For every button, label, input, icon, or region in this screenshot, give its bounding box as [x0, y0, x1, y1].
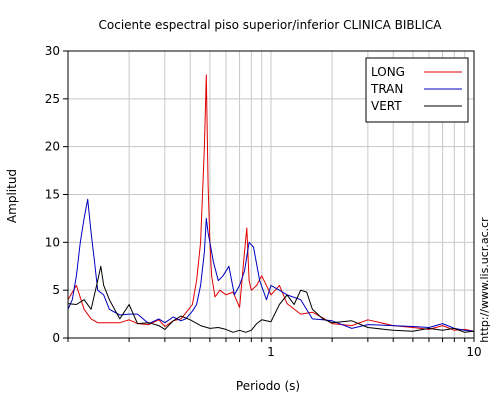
series-layer: [67, 74, 475, 333]
x-tick-label: 10: [466, 345, 481, 359]
y-tick-label: 20: [45, 140, 60, 154]
legend: LONG TRAN VERT: [365, 57, 469, 123]
x-axis-label: Periodo (s): [236, 379, 300, 393]
watermark-url: http://www.lis.ucr.ac.cr: [478, 217, 491, 343]
chart-title: Cociente espectral piso superior/inferio…: [99, 18, 443, 32]
x-tick-label: 1: [267, 345, 275, 359]
y-axis-label: Amplitud: [5, 169, 19, 223]
legend-box: [365, 57, 469, 123]
axis-ticks: 0 5 10 15 20 25 30 1 10: [45, 44, 482, 359]
y-tick-label: 10: [45, 235, 60, 249]
series-line-vert: [67, 265, 475, 333]
y-tick-label: 5: [52, 283, 60, 297]
y-tick-label: 15: [45, 188, 60, 202]
legend-label-long: LONG: [371, 65, 405, 79]
y-tick-label: 25: [45, 92, 60, 106]
legend-label-tran: TRAN: [370, 82, 403, 96]
y-tick-label: 30: [45, 44, 60, 58]
y-tick-label: 0: [52, 331, 60, 345]
legend-label-vert: VERT: [371, 99, 402, 113]
